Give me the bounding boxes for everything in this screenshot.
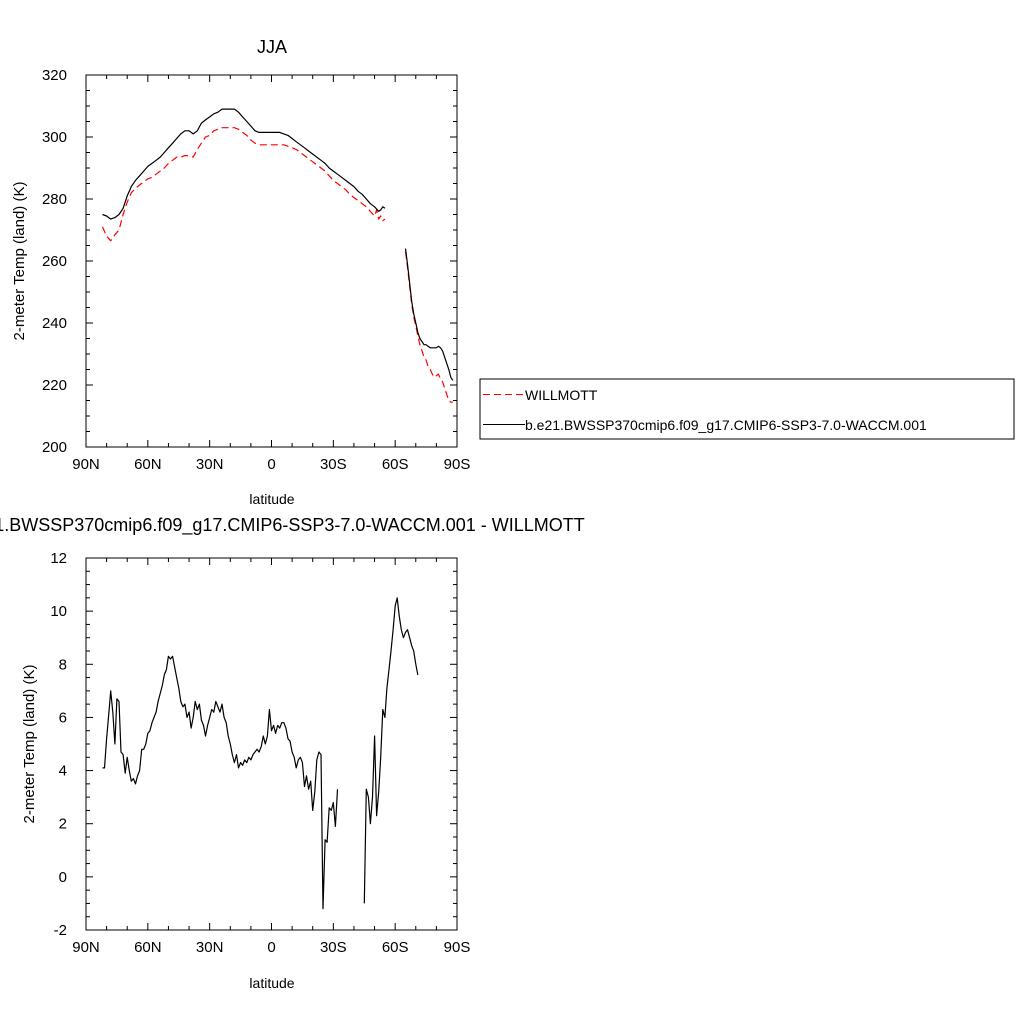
bottom-y-tick-label: 10 [50,603,67,620]
top-x-tick-label: 60S [382,456,409,473]
top-series-1-segment-0 [102,108,386,220]
legend-box [479,378,1015,440]
top-plot-lines [101,108,454,403]
legend: WILLMOTT b.e21.BWSSP370cmip6.f09_g17.CMI… [479,378,1015,440]
bottom-x-tick-label: 90S [444,939,471,956]
top-y-tick-label: 240 [42,315,67,332]
bottom-y-tick-label: 4 [59,763,67,780]
top-x-tick-label: 90S [444,456,471,473]
bottom-x-tick-label: 30N [196,939,224,956]
top-series-1-segment-1 [404,248,454,381]
bottom-y-tick-label: 2 [59,816,67,833]
bottom-panel: 90N 60N 30N 0 30S 60S 90S -2 0 2 4 6 8 10 12 b.e21.BWS… [0,515,585,991]
bottom-x-tick-label: 60S [382,939,409,956]
legend-label-willmott: WILLMOTT [525,387,598,403]
bottom-y-tick-label: 8 [59,656,67,673]
bottom-x-tick-label: 0 [267,939,275,956]
bottom-x-axis-label: latitude [249,975,294,991]
top-y-tick-label: 300 [42,129,67,146]
bottom-y-tick-label: 12 [50,550,67,567]
top-y-tick-label: 280 [42,191,67,208]
top-x-axis-label: latitude [249,491,294,507]
bottom-plot-lines [102,597,419,910]
top-chart-title: JJA [257,37,287,57]
legend-label-model: b.e21.BWSSP370cmip6.f09_g17.CMIP6-SSP3-7… [525,417,927,433]
top-y-tick-label: 220 [42,377,67,394]
top-x-tick-label: 90N [72,456,100,473]
bottom-x-tick-label: 90N [72,939,100,956]
top-ticks: 90N 60N 30N 0 30S 60S 90S 200 220 240 260 280 300 320 [42,67,470,473]
top-panel: 90N 60N 30N 0 30S 60S 90S 200 220 240 260 280 300 320… [11,37,470,507]
bottom-ticks: 90N 60N 30N 0 30S 60S 90S -2 0 2 4 6 8 10 12 [50,550,470,956]
bottom-y-tick-label: 6 [59,709,67,726]
top-y-tick-label: 320 [42,67,67,84]
bottom-series-0-segment-0 [102,655,339,910]
bottom-x-tick-label: 30S [320,939,347,956]
bottom-series-0-segment-1 [363,597,419,904]
bottom-y-tick-label: 0 [59,869,67,886]
bottom-chart-title: b.e21.BWSSP370cmip6.f09_g17.CMIP6-SSP3-7… [0,515,585,536]
bottom-x-tick-label: 60N [134,939,162,956]
top-y-tick-label: 200 [42,439,67,456]
top-x-tick-label: 30N [196,456,224,473]
top-x-tick-label: 60N [134,456,162,473]
top-series-0-segment-0 [101,127,386,242]
top-x-tick-label: 30S [320,456,347,473]
top-y-axis-label: 2-meter Temp (land) (K) [11,182,28,341]
bottom-y-axis-label: 2-meter Temp (land) (K) [21,665,38,824]
top-x-tick-label: 0 [267,456,275,473]
bottom-y-tick-label: -2 [54,922,67,939]
top-y-tick-label: 260 [42,253,67,270]
